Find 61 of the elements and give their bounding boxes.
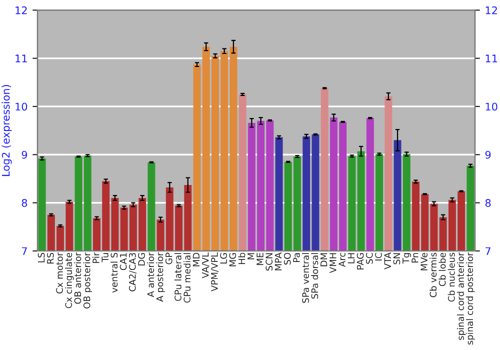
y-tick-label: 10: [16, 102, 28, 111]
y-tick-label: 9: [22, 150, 28, 159]
x-tick-label: Hb: [238, 252, 246, 264]
x-tick-label: IC: [375, 252, 382, 260]
y2-tick-label: 8: [485, 199, 491, 207]
x-tick-label: PAG: [356, 253, 364, 270]
y2-tick-label: 9: [485, 150, 491, 159]
x-tick-label: VMH: [330, 253, 336, 274]
y2-tick-label: 10: [486, 102, 498, 111]
x-tick-label: LG: [220, 253, 227, 264]
x-tick-label: GP: [165, 252, 172, 264]
x-tick-label: Arc: [338, 252, 346, 267]
y2-tick-label: 7: [486, 247, 490, 255]
x-tick-label: SC: [366, 252, 373, 264]
x-tick-label: VTA: [384, 252, 391, 270]
x-tick-label: RS: [46, 252, 54, 264]
x-tick-label: Cb vermis: [430, 252, 437, 298]
x-tick-label: OB posterior: [83, 252, 92, 309]
y2-tick-label: 11: [486, 54, 498, 62]
y-tick-label: 7: [22, 247, 27, 255]
x-tick-label: MVe: [420, 252, 428, 270]
x-tick-label: spinal cord posterior: [466, 252, 475, 345]
x-tick-label: OB anterior: [74, 252, 82, 304]
x-tick-label: Tg: [402, 253, 412, 264]
x-tick-label: SO: [284, 252, 291, 265]
y-tick-label: 8: [22, 199, 28, 207]
x-tick-label: SN: [393, 253, 400, 264]
x-tick-label: VA/VL: [202, 252, 210, 278]
y-axis-title: Log2 (expression): [2, 85, 12, 176]
x-tick-label: ventral S: [110, 252, 118, 293]
x-tick-label: M: [248, 253, 254, 260]
x-tick-label: ME: [256, 252, 264, 265]
y-tick-label: 12: [16, 6, 27, 14]
x-tick-label: MD: [192, 252, 200, 266]
x-tick-label: LS: [38, 252, 45, 262]
x-tick-label: MPA: [274, 252, 282, 270]
x-tick-label: DG: [138, 253, 145, 266]
x-tick-label: SPa ventral: [302, 253, 309, 303]
x-tick-label: MG: [229, 253, 236, 266]
x-tick-label: Tu: [102, 253, 108, 262]
x-tick-label: Cb nucleus: [448, 252, 455, 302]
x-tick-label: Pir: [92, 252, 100, 263]
x-tick-label: CA1: [120, 253, 127, 270]
x-tick-label: Cb lobe: [438, 252, 446, 286]
x-tick-label: Pa: [293, 253, 300, 262]
x-tick-label: Cx motor: [56, 252, 63, 294]
x-tick-label: VPM/VPL: [211, 252, 219, 292]
x-tick-label: SCN: [266, 253, 273, 271]
x-tick-label: Pn: [412, 253, 418, 262]
y-tick-label: 11: [16, 54, 27, 62]
x-tick-label: CPu lateral: [174, 253, 182, 301]
x-tick-label: LH: [348, 253, 354, 264]
y2-tick-label: 12: [486, 6, 497, 14]
x-tick-label: CPu medial: [184, 253, 191, 303]
x-tick-label: A posterior: [156, 252, 165, 302]
x-tick-label: DM: [320, 253, 328, 266]
x-tick-label: spinal cord anterior: [456, 252, 466, 340]
x-tick-label: CA2/CA3: [128, 253, 137, 292]
x-tick-label: A anterior: [147, 252, 154, 298]
x-tick-label: SPa dorsal: [311, 253, 318, 299]
x-tick-label: Cx cingulate: [65, 252, 74, 308]
